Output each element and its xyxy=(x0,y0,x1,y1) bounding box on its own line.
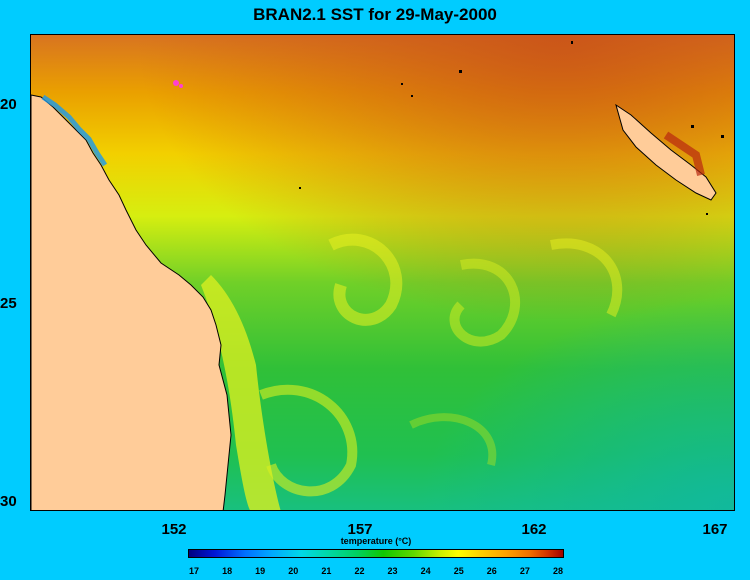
eddy-1 xyxy=(259,384,358,497)
eddy-2 xyxy=(328,233,403,326)
colorbar-tick-label: 23 xyxy=(387,566,398,576)
x-tick-label: 167 xyxy=(702,521,728,538)
colorbar-tick-label: 21 xyxy=(321,566,332,576)
map-title: BRAN2.1 SST for 29-May-2000 xyxy=(253,5,497,24)
eddy-3 xyxy=(449,258,521,347)
island xyxy=(691,125,694,128)
colorbar-tick-label: 22 xyxy=(354,566,365,576)
colorbar-tick-label: 18 xyxy=(222,566,233,576)
new-caledonia-land xyxy=(615,103,717,201)
x-tick-label: 162 xyxy=(521,521,547,538)
x-tick-label: 157 xyxy=(347,521,373,538)
colorbar-tick-label: 20 xyxy=(288,566,299,576)
island xyxy=(721,135,724,138)
colorbar-tick-label: 28 xyxy=(552,566,563,576)
colorbar xyxy=(188,549,564,558)
island xyxy=(571,41,573,44)
island xyxy=(706,213,708,215)
colorbar-tick-label: 19 xyxy=(255,566,266,576)
colorbar-label: temperature (°C) xyxy=(340,536,412,546)
y-tick-label: 30 xyxy=(0,493,17,510)
australia-land xyxy=(31,94,232,510)
east-australian-current xyxy=(201,275,281,510)
coastal-upwelling xyxy=(41,94,108,167)
colorbar-tick-label: 24 xyxy=(420,566,431,576)
warm-spot xyxy=(663,131,705,176)
colorbar-tick-label: 17 xyxy=(188,566,199,576)
colorbar-tick-label: 25 xyxy=(453,566,464,576)
x-tick-label: 152 xyxy=(161,521,187,538)
island xyxy=(459,70,462,73)
island xyxy=(299,187,301,189)
reef-marker xyxy=(179,84,183,88)
reef-marker xyxy=(173,80,179,86)
sst-map xyxy=(30,34,735,511)
y-tick-label: 25 xyxy=(0,295,17,312)
island xyxy=(411,95,413,97)
island xyxy=(401,83,403,85)
colorbar-tick-label: 26 xyxy=(486,566,497,576)
eddy-5 xyxy=(409,413,497,466)
eddy-4 xyxy=(550,238,623,318)
y-tick-label: 20 xyxy=(0,96,17,113)
colorbar-tick-label: 27 xyxy=(519,566,530,576)
